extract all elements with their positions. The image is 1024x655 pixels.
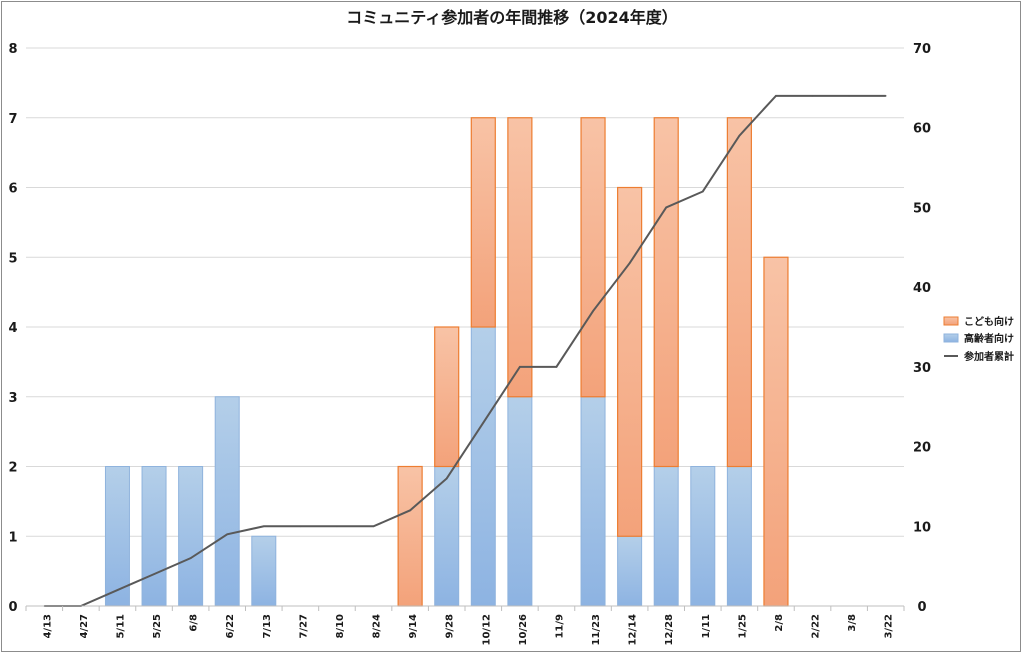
y-axis-left: 0 1 2 3 4 5 6 7 8 [8, 42, 17, 615]
x-tick-label: 11/9 [554, 614, 565, 639]
x-axis: 4/13 4/27 5/11 5/25 6/8 6/22 7/13 7/27 8/10 8/24 9… [25, 605, 905, 646]
cumulative-point [811, 95, 814, 97]
x-tick-label: 8/24 [372, 614, 383, 639]
cumulative-point [372, 525, 375, 528]
bar-elderly [507, 396, 533, 607]
bar-children [434, 326, 460, 468]
x-tick-label: 9/14 [408, 614, 419, 639]
y2-tick-label: 20 [913, 441, 931, 456]
cumulative-point [775, 95, 777, 97]
x-tick-label: 12/28 [664, 614, 675, 646]
y-tick-label: 8 [8, 42, 17, 57]
bar-elderly [104, 466, 130, 607]
cumulative-point [665, 206, 668, 209]
legend-label-cumulative: 参加者累計 [964, 350, 1014, 363]
bar-children [726, 117, 752, 468]
bar-children [617, 186, 643, 537]
cumulative-point [336, 525, 338, 528]
y2-tick-label: 60 [913, 122, 931, 137]
cumulative-point [116, 589, 119, 591]
x-tick-label: 2/22 [811, 614, 822, 639]
x-tick-label: 7/13 [262, 614, 273, 639]
x-tick-label: 5/25 [152, 614, 163, 639]
cumulative-point [482, 421, 485, 424]
legend-swatch-elderly [943, 333, 959, 343]
x-tick-label: 8/10 [335, 614, 346, 639]
cumulative-point [189, 557, 192, 559]
cumulative-point [519, 366, 521, 368]
bar-elderly [580, 396, 606, 607]
x-tick-label: 6/8 [189, 614, 200, 632]
x-tick-label: 5/11 [115, 614, 126, 639]
x-tick-label: 10/12 [481, 614, 492, 646]
bar-children [470, 117, 496, 328]
bar-elderly [434, 466, 460, 607]
x-tick-label: 2/8 [774, 614, 785, 632]
x-tick-label: 3/22 [884, 614, 895, 639]
y2-tick-label: 10 [913, 520, 931, 535]
cumulative-point [884, 95, 887, 97]
x-tick-label: 1/11 [701, 614, 712, 639]
legend-label-elderly: 高齢者向け [964, 332, 1014, 345]
cumulative-point [409, 509, 411, 512]
x-tick-label: 4/13 [42, 614, 53, 639]
x-tick-label: 4/27 [79, 614, 90, 639]
bar-children [507, 117, 533, 398]
x-tick-label: 1/25 [737, 614, 748, 639]
cumulative-point [153, 573, 155, 575]
x-tick-label: 9/28 [445, 614, 456, 639]
cumulative-point [701, 190, 704, 193]
bar-children [653, 117, 679, 468]
cumulative-point [555, 366, 558, 368]
cumulative-point [848, 95, 850, 97]
cumulative-point [592, 310, 594, 312]
bar-elderly [214, 396, 240, 607]
bar-elderly [653, 466, 679, 607]
x-tick-label: 12/14 [628, 614, 639, 646]
cumulative-point [628, 262, 631, 265]
y2-tick-label: 50 [913, 201, 931, 216]
x-tick-label: 10/26 [518, 614, 529, 646]
bar-elderly [726, 466, 752, 607]
y2-tick-label: 30 [913, 361, 931, 376]
x-tick-label: 3/8 [847, 614, 858, 632]
legend-label-children: こども向け [964, 315, 1014, 328]
y-axis-right: 0 10 20 30 40 50 60 70 [913, 42, 931, 615]
y2-tick-label: 70 [913, 42, 931, 57]
bars [104, 117, 789, 607]
y2-tick-label: 0 [917, 600, 926, 615]
cumulative-point [226, 533, 229, 536]
chart-title: コミュニティ参加者の年間推移（2024年度） [346, 8, 678, 27]
cumulative-point [738, 134, 741, 137]
cumulative-point [262, 525, 265, 528]
y-tick-label: 3 [8, 391, 17, 406]
y-tick-label: 6 [8, 182, 17, 197]
bar-children [580, 117, 606, 398]
y-tick-label: 1 [8, 530, 17, 545]
x-tick-label: 6/22 [225, 614, 236, 639]
bar-children [397, 465, 423, 607]
x-tick-label: 7/27 [298, 614, 309, 639]
bar-elderly [470, 326, 496, 607]
y2-tick-label: 40 [913, 281, 931, 296]
bar-elderly [141, 466, 167, 607]
cumulative-line [43, 94, 887, 607]
bar-elderly [690, 466, 716, 607]
y-tick-label: 5 [8, 251, 17, 266]
cumulative-point [299, 525, 302, 528]
bar-elderly [617, 535, 643, 607]
y-tick-label: 7 [8, 112, 17, 127]
bar-elderly [178, 466, 204, 607]
y-tick-label: 2 [8, 461, 17, 476]
cumulative-polyline [44, 94, 886, 607]
bar-elderly [251, 535, 277, 607]
y-tick-label: 4 [8, 321, 17, 336]
y-tick-label: 0 [8, 600, 17, 615]
bar-children [763, 256, 789, 607]
x-tick-label: 11/23 [591, 614, 602, 646]
cumulative-point [445, 477, 448, 480]
legend-swatch-children [943, 316, 959, 326]
